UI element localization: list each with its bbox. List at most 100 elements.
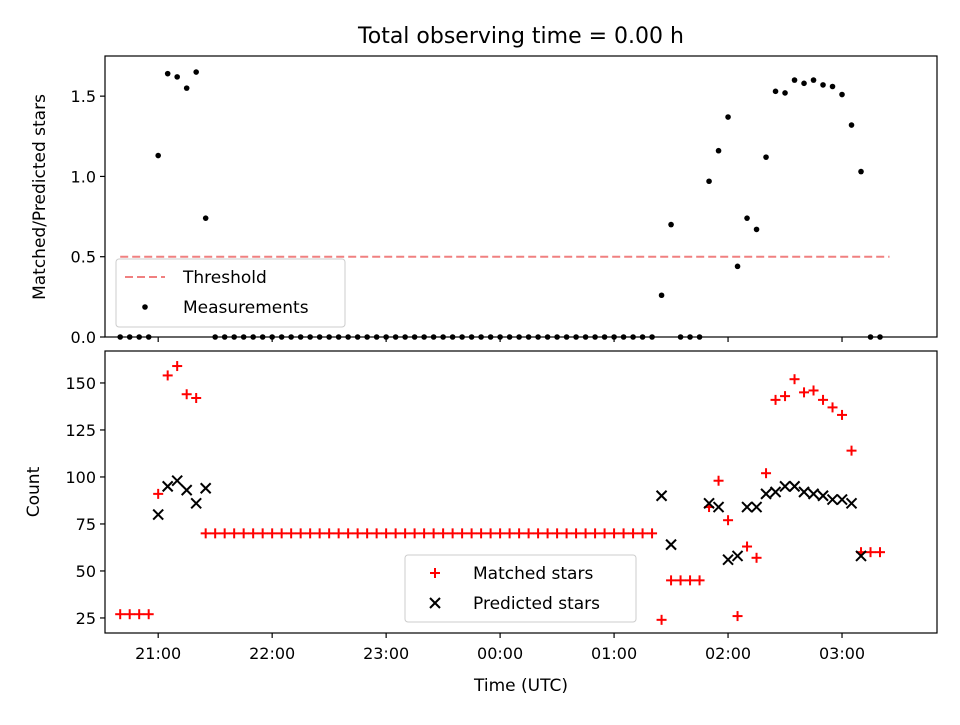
- measurement-point: [155, 152, 161, 159]
- measurement-point: [145, 334, 152, 340]
- predicted-star-marker: [807, 488, 820, 500]
- y-tick-label: 150: [65, 374, 96, 393]
- matched-star-marker: [590, 528, 601, 539]
- measurement-point: [734, 263, 741, 270]
- predicted-star-marker: [826, 493, 839, 506]
- measurement-point: [193, 69, 199, 75]
- measurement-point: [810, 77, 817, 83]
- predicted-star-marker: [152, 508, 164, 521]
- matched-star-marker: [675, 575, 686, 586]
- measurement-point: [449, 334, 456, 340]
- measurement-point: [554, 334, 560, 340]
- predicted-star-marker: [712, 501, 725, 513]
- matched-star-marker: [371, 528, 382, 539]
- measurement-point: [563, 334, 570, 340]
- measurement-point: [725, 114, 731, 120]
- measurement-point: [525, 334, 532, 340]
- measurement-point: [326, 334, 332, 340]
- predicted-star-marker: [665, 538, 677, 551]
- measurement-point: [772, 88, 779, 95]
- matched-star-marker: [761, 468, 772, 479]
- measurement-point: [630, 334, 636, 340]
- matched-star-marker: [438, 528, 449, 539]
- measurement-point: [544, 334, 551, 340]
- y-tick-label: 1.0: [71, 167, 96, 186]
- predicted-star-marker: [769, 486, 782, 498]
- measurement-point: [174, 74, 180, 80]
- matched-star-marker: [409, 528, 420, 539]
- matched-star-marker: [457, 528, 468, 539]
- measurement-point: [240, 334, 247, 340]
- matched-star-marker: [571, 528, 582, 539]
- measurement-point: [183, 85, 190, 91]
- y-tick-label: 1.5: [71, 87, 96, 106]
- matched-star-marker: [305, 528, 316, 539]
- x-tick-label: 03:00: [819, 644, 865, 663]
- matched-star-marker: [124, 609, 135, 620]
- measurement-point: [411, 334, 418, 340]
- matched-star-marker: [210, 528, 221, 539]
- matched-star-marker: [713, 475, 724, 486]
- measurement-point: [791, 77, 798, 83]
- matched-star-marker: [818, 394, 829, 405]
- matched-star-marker: [637, 528, 648, 539]
- matched-star-marker: [751, 552, 762, 563]
- matched-star-marker: [685, 575, 696, 586]
- measurement-point: [202, 215, 209, 221]
- legend-matched-label: Matched stars: [473, 564, 593, 584]
- matched-star-marker: [191, 393, 202, 403]
- measurement-point: [668, 221, 674, 228]
- measurement-point: [696, 334, 703, 340]
- matched-star-marker: [267, 528, 278, 539]
- matched-star-marker: [248, 528, 259, 539]
- x-tick-label: 02:00: [705, 644, 751, 663]
- matched-star-marker: [324, 528, 335, 539]
- axes-frame: [104, 350, 938, 634]
- matched-star-marker: [419, 528, 430, 539]
- measurement-point: [478, 334, 484, 340]
- predicted-star-marker: [798, 486, 810, 498]
- measurement-point: [269, 334, 275, 340]
- measurement-point: [288, 334, 294, 340]
- matched-star-marker: [314, 528, 325, 539]
- matched-star-marker: [143, 609, 154, 620]
- measurement-point: [497, 334, 503, 340]
- matched-star-marker: [115, 609, 126, 620]
- matched-star-marker: [846, 445, 857, 456]
- predicted-star-marker: [855, 550, 867, 562]
- predicted-star-marker: [199, 482, 212, 494]
- measurement-point: [516, 334, 522, 340]
- x-tick-label: 00:00: [477, 644, 523, 663]
- x-tick-label: 23:00: [363, 644, 409, 663]
- predicted-star-marker: [655, 490, 668, 502]
- measurement-point: [421, 334, 427, 340]
- matched-star-marker: [723, 515, 734, 526]
- legend-predicted-label: Predicted stars: [473, 594, 600, 614]
- y-tick-label: 50: [76, 562, 96, 581]
- predicted-star-marker: [817, 490, 829, 502]
- matched-star-marker: [295, 528, 306, 539]
- matched-star-marker: [827, 402, 838, 413]
- predicted-star-marker: [741, 501, 753, 513]
- measurement-point: [535, 334, 541, 340]
- measurement-point: [858, 168, 864, 175]
- matched-star-marker: [523, 528, 534, 539]
- measurement-point: [867, 334, 874, 340]
- measurement-point: [136, 334, 142, 340]
- measurement-point: [715, 147, 722, 154]
- matched-star-marker: [466, 528, 477, 539]
- y-tick-label: 0.0: [71, 328, 96, 347]
- measurement-point: [848, 122, 855, 128]
- matched-star-marker: [780, 391, 791, 402]
- measurement-point: [601, 334, 608, 340]
- measurement-point: [354, 334, 361, 340]
- matched-star-marker: [286, 528, 297, 539]
- matched-star-marker: [599, 528, 610, 539]
- matched-star-marker: [428, 528, 439, 539]
- chart-title: Total observing time = 0.00 h: [357, 24, 684, 49]
- measurement-point: [573, 334, 579, 340]
- matched-star-marker: [181, 389, 192, 400]
- measurement-point: [345, 334, 351, 340]
- predicted-star-marker: [779, 480, 791, 493]
- measurement-point: [335, 334, 342, 340]
